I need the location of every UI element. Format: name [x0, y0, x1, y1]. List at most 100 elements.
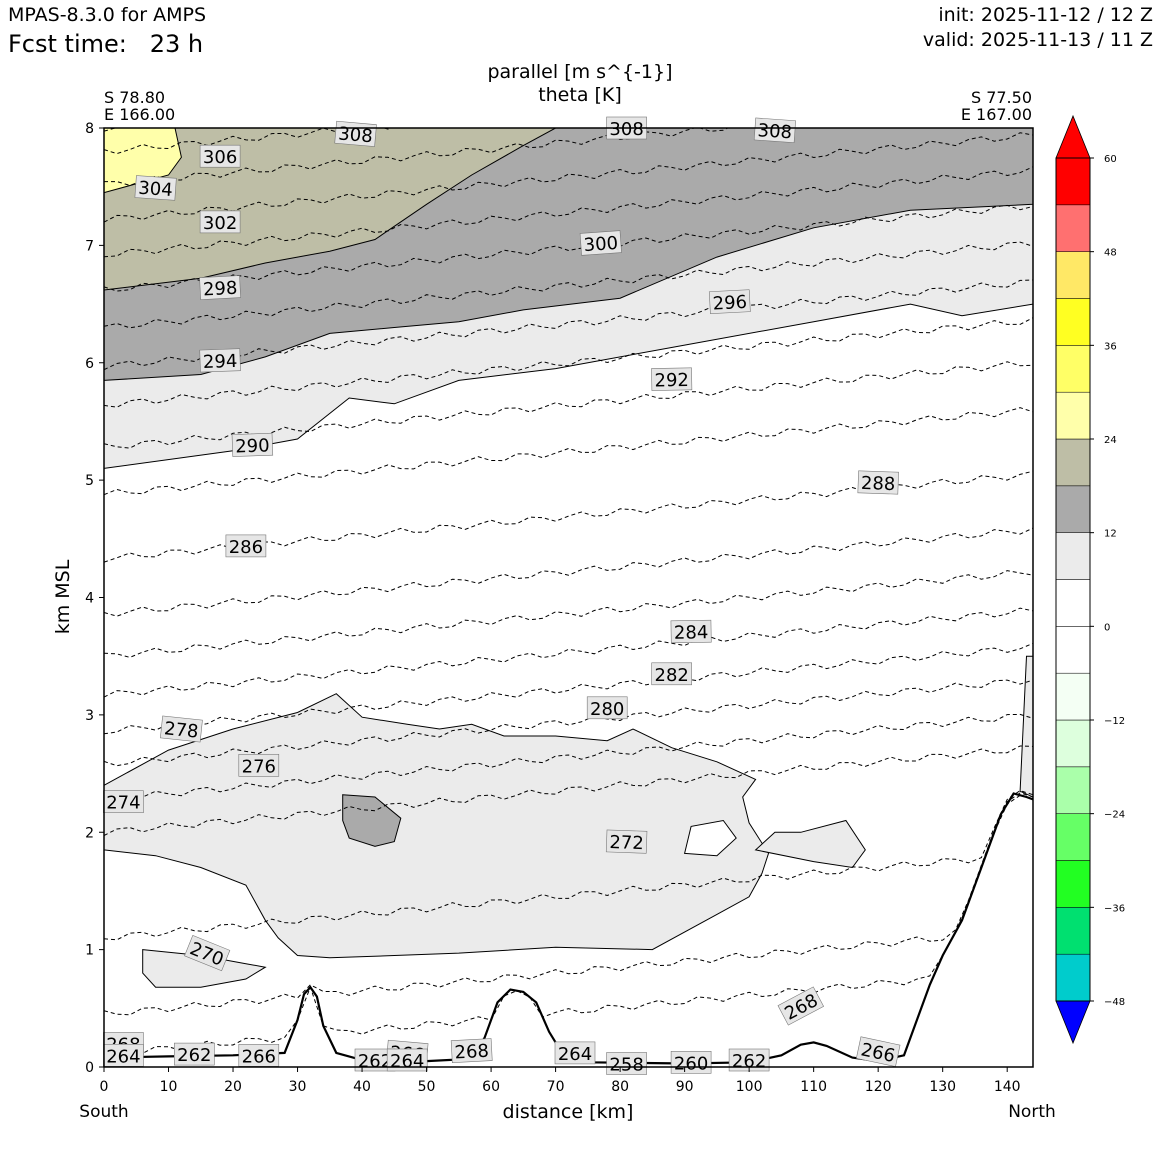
contour-label-286: 286: [225, 534, 267, 558]
colorbar-tick-label: −48: [1104, 997, 1125, 1008]
colorbar-slice: [1055, 157, 1091, 206]
contour-label-264: 264: [554, 1041, 596, 1065]
contour-label-text: 278: [163, 718, 199, 742]
x-axis: 0 10 20 30 40 50 60 70 80 90 100 110 120 130 140: [100, 1067, 1021, 1095]
x-tick-label: 10: [160, 1079, 178, 1095]
init-time: init: 2025-11-12 / 12 Z: [938, 4, 1153, 26]
contour-label-box: [450, 1038, 493, 1063]
contour-label-text: 266: [242, 1046, 276, 1067]
colorbar-tick-label: 12: [1104, 529, 1117, 540]
forecast-time-value: 23 h: [149, 30, 204, 58]
contour-label-308: 308: [334, 120, 377, 147]
y-tick-label: 6: [85, 356, 94, 372]
x-tick-label: 30: [289, 1079, 307, 1095]
theta-line-280: [104, 607, 1033, 698]
colorbar-tick-label: 60: [1104, 154, 1117, 165]
y-tick-label: 5: [85, 473, 94, 489]
colorbar-slice: [1055, 532, 1091, 580]
contour-label-box: [855, 1036, 901, 1067]
colorbar-max-arrow: [1055, 114, 1091, 159]
theta-line-300: [104, 166, 1033, 258]
colorbar-tick-label: 24: [1104, 435, 1117, 446]
theta-line-292: [104, 317, 1033, 408]
contour-label-text: 276: [242, 756, 276, 777]
contour-label-272: 272: [605, 829, 648, 854]
contour-label-text: 268: [454, 1041, 489, 1064]
colorbar-slice: [1055, 672, 1091, 721]
contour-label-box: [857, 470, 899, 495]
contour-label-box: [777, 986, 825, 1026]
x-tick-label: 90: [676, 1079, 694, 1095]
contour-label-302: 302: [199, 210, 241, 234]
x-tick-label: 130: [929, 1079, 956, 1095]
contour-label-box: [651, 367, 693, 391]
theta-line-296: [104, 241, 1033, 329]
contour-label-text: 288: [861, 473, 896, 495]
theta-line-306: [104, 128, 393, 155]
left-endpoint-lon: E 166.00: [104, 105, 175, 124]
contour-label-288: 288: [857, 470, 899, 495]
wind-region-7: [342, 794, 402, 847]
contour-label-268: 268: [450, 1038, 493, 1064]
contour-label-box: [554, 1041, 596, 1065]
y-tick-label: 2: [85, 825, 94, 841]
colorbar-slice: [1055, 766, 1091, 814]
x-tick-label: 100: [736, 1079, 763, 1095]
contour-label-298: 298: [199, 275, 241, 300]
theta-line-272: [104, 745, 1033, 836]
contour-label-text: 284: [674, 622, 709, 644]
x-tick-label: 70: [547, 1079, 565, 1095]
contour-label-306: 306: [199, 144, 241, 168]
x-tick-label: 40: [353, 1079, 371, 1095]
contour-label-box: [708, 289, 751, 315]
contour-label-text: 258: [609, 1055, 643, 1076]
contour-label-text: 286: [229, 537, 263, 558]
contour-label-262: 262: [174, 1042, 215, 1066]
theta-line-304: [104, 128, 764, 186]
colorbar-slice: [1055, 485, 1091, 533]
x-tick-label: 0: [100, 1079, 109, 1095]
theta-line-284: [104, 527, 1033, 617]
contour-label-278: 278: [160, 715, 203, 743]
south-label: South: [79, 1102, 128, 1122]
x-tick-label: 80: [611, 1079, 629, 1095]
contour-label-text: 264: [390, 1051, 424, 1072]
contour-label-box: [606, 1052, 647, 1075]
contour-label-box: [231, 432, 274, 457]
contour-label-296: 296: [708, 289, 751, 315]
contour-label-text: 264: [558, 1044, 592, 1065]
contour-label-box: [199, 144, 241, 168]
contour-label-text: 260: [674, 1053, 708, 1074]
theta-line-282: [104, 570, 1033, 658]
forecast-time-label: Fcst time:: [8, 30, 127, 58]
contour-label-text: 290: [235, 435, 270, 457]
contour-label-box: [651, 662, 693, 686]
colorbar: −48 −36 −24 −12 0 12 24 36 48 60: [1055, 114, 1125, 1045]
colorbar-slice: [1055, 860, 1091, 908]
colorbar-slice: [1055, 579, 1091, 627]
wind-region-2: [104, 128, 556, 291]
contour-label-276: 276: [238, 753, 280, 777]
colorbar-slice: [1055, 345, 1091, 393]
contour-label-box: [579, 230, 622, 256]
left-endpoint-lat: S 78.80: [104, 88, 165, 107]
contour-label-text: 308: [337, 123, 373, 147]
colorbar-slice: [1055, 626, 1091, 674]
theta-line-276: [104, 679, 1033, 767]
colorbar-slice: [1055, 204, 1091, 252]
model-title: MPAS-8.3.0 for AMPS: [8, 4, 207, 26]
contour-label-text: 306: [203, 147, 237, 168]
colorbar-tick-label: −12: [1104, 716, 1125, 727]
contour-labels: 308 308 308 306 304 302 300 298 296 294 292 290 288 2…: [103, 116, 901, 1076]
theta-line-266: [104, 792, 1033, 1016]
right-endpoint-lon: E 167.00: [961, 105, 1032, 124]
contour-label-text: 274: [106, 793, 140, 814]
colorbar-frame: [1055, 157, 1091, 1002]
contour-label-text: 308: [609, 119, 643, 140]
x-tick-label: 20: [224, 1079, 242, 1095]
contour-label-292: 292: [651, 367, 693, 392]
contour-label-text: 292: [654, 370, 689, 392]
y-axis: 0 1 2 3 4 5 6 7 8: [85, 121, 104, 1076]
contour-label-text: 264: [106, 1046, 140, 1067]
